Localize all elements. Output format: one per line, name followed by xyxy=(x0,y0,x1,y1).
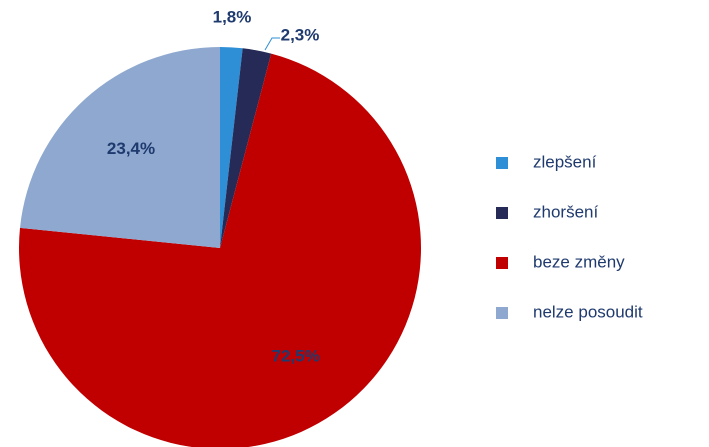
pie-slice xyxy=(220,48,272,249)
pie-slice xyxy=(19,53,421,447)
legend-label: zhoršení xyxy=(533,202,598,221)
legend-swatch xyxy=(496,307,508,319)
value-label: 72,5% xyxy=(271,346,319,365)
legend-label: zlepšení xyxy=(533,152,597,171)
value-label: 1,8% xyxy=(213,7,252,26)
value-label: 2,3% xyxy=(281,25,320,44)
leader-line xyxy=(264,37,280,51)
pie-slice xyxy=(20,47,220,248)
legend-label: beze změny xyxy=(533,252,625,271)
legend-swatch xyxy=(496,157,508,169)
legend-swatch xyxy=(496,207,508,219)
value-label: 23,4% xyxy=(107,139,155,158)
pie-slice xyxy=(220,47,243,248)
legend-swatch xyxy=(496,257,508,269)
legend-label: nelze posoudit xyxy=(533,302,643,321)
